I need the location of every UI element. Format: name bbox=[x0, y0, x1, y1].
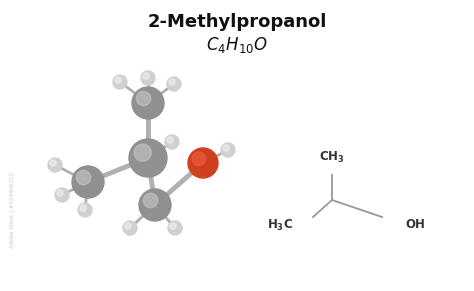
Circle shape bbox=[80, 205, 86, 211]
Circle shape bbox=[165, 135, 179, 149]
Circle shape bbox=[167, 137, 173, 143]
Text: $C_4H_{10}O$: $C_4H_{10}O$ bbox=[206, 35, 268, 55]
Circle shape bbox=[57, 190, 63, 196]
Circle shape bbox=[170, 223, 176, 229]
Circle shape bbox=[137, 91, 151, 106]
Circle shape bbox=[55, 188, 69, 202]
Circle shape bbox=[192, 152, 206, 166]
Circle shape bbox=[125, 223, 131, 229]
Circle shape bbox=[143, 73, 149, 79]
Circle shape bbox=[123, 221, 137, 235]
Circle shape bbox=[113, 75, 127, 89]
Circle shape bbox=[76, 170, 91, 185]
Circle shape bbox=[78, 203, 92, 217]
Circle shape bbox=[221, 143, 235, 157]
Circle shape bbox=[48, 158, 62, 172]
Text: $\mathregular{CH_3}$: $\mathregular{CH_3}$ bbox=[319, 150, 345, 165]
Circle shape bbox=[129, 139, 167, 177]
Circle shape bbox=[169, 79, 175, 85]
Circle shape bbox=[139, 189, 171, 221]
Circle shape bbox=[168, 221, 182, 235]
Text: 2-Methylpropanol: 2-Methylpropanol bbox=[147, 13, 327, 31]
Circle shape bbox=[50, 160, 56, 166]
Circle shape bbox=[134, 144, 151, 161]
Circle shape bbox=[115, 77, 121, 83]
Text: OH: OH bbox=[405, 219, 425, 232]
Circle shape bbox=[167, 77, 181, 91]
Circle shape bbox=[72, 166, 104, 198]
Circle shape bbox=[132, 87, 164, 119]
Circle shape bbox=[141, 71, 155, 85]
Circle shape bbox=[188, 148, 218, 178]
Text: $\mathregular{H_3C}$: $\mathregular{H_3C}$ bbox=[267, 217, 293, 233]
Text: Adobe Stock | #554406313: Adobe Stock | #554406313 bbox=[9, 172, 15, 248]
Circle shape bbox=[223, 145, 229, 151]
Circle shape bbox=[143, 193, 158, 208]
